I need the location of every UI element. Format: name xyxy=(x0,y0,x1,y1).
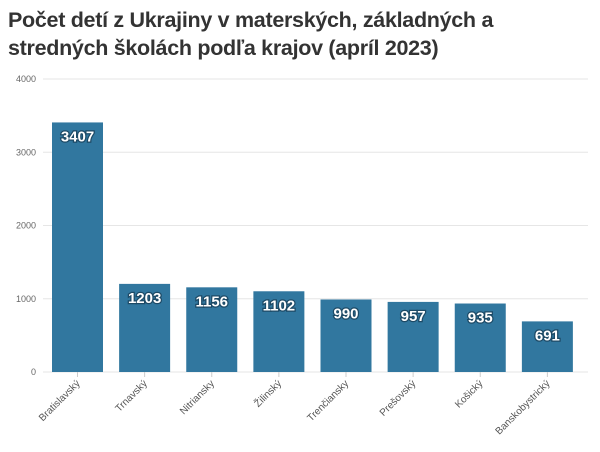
bar xyxy=(521,321,573,372)
data-label: 1102 xyxy=(263,297,296,314)
data-label: 1156 xyxy=(195,293,228,310)
x-tick-label: Žilinský xyxy=(251,377,284,410)
x-tick-label: Banskobystrický xyxy=(494,378,553,437)
y-tick-label: 0 xyxy=(31,367,36,377)
data-label: 3407 xyxy=(61,128,94,145)
y-tick-label: 2000 xyxy=(16,221,36,231)
bar xyxy=(454,303,506,372)
x-tick-label: Trnavský xyxy=(114,378,150,414)
data-label: 691 xyxy=(535,327,560,344)
y-tick-label: 4000 xyxy=(16,74,36,84)
bar xyxy=(119,283,171,372)
bar xyxy=(52,122,103,372)
x-tick-label: Trenčiansky xyxy=(305,378,351,424)
x-tick-label: Košický xyxy=(453,378,485,410)
x-tick-label: Bratislavský xyxy=(37,378,83,424)
y-tick-label: 1000 xyxy=(16,294,36,304)
bar xyxy=(186,287,238,372)
data-label: 935 xyxy=(468,310,493,327)
x-tick-label: Nitriansky xyxy=(178,378,217,417)
y-tick-label: 3000 xyxy=(16,147,36,157)
data-label: 957 xyxy=(401,308,426,325)
x-tick-label: Prešovský xyxy=(378,378,418,418)
bar xyxy=(253,291,305,372)
bar xyxy=(387,301,439,372)
chart-title: Počet detí z Ukrajiny v materských, zákl… xyxy=(8,8,494,60)
bar xyxy=(320,299,372,372)
data-label: 990 xyxy=(333,305,358,322)
data-label: 1203 xyxy=(128,290,161,307)
